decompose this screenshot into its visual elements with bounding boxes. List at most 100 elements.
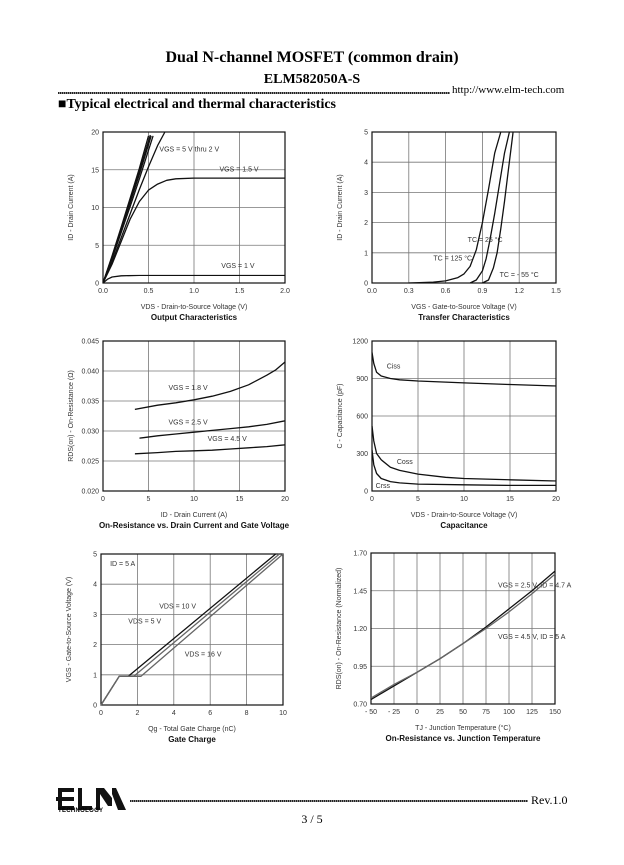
x-tick-label: 1.5 bbox=[235, 288, 245, 295]
plot-frame bbox=[371, 131, 557, 284]
chart-title: Transfer Characteristics bbox=[418, 313, 510, 322]
annotation-label: TC = 125 °C bbox=[433, 254, 472, 262]
y-tick-label: 20 bbox=[91, 130, 99, 137]
x-tick-label: 0 bbox=[99, 710, 103, 717]
annotation-label: VGS = 1.8 V bbox=[169, 385, 208, 392]
page-number: 3 / 5 bbox=[301, 812, 323, 826]
chart-title: Capacitance bbox=[440, 521, 488, 530]
annotation-label: TC = - 55 °C bbox=[500, 271, 539, 279]
y-tick-label: 0.95 bbox=[353, 664, 367, 671]
x-tick-label: 20 bbox=[552, 496, 560, 503]
x-tick-label: 125 bbox=[526, 709, 538, 716]
x-tick-label: 2 bbox=[135, 710, 139, 717]
plot-frame bbox=[371, 340, 557, 492]
series-line-vgs-1-5-v bbox=[103, 178, 285, 283]
y-tick-label: 0.025 bbox=[81, 459, 99, 466]
x-tick-label: 0 bbox=[415, 709, 419, 716]
y-tick-label: 3 bbox=[93, 612, 97, 619]
y-tick-label: 0.040 bbox=[81, 369, 99, 376]
x-tick-label: 4 bbox=[172, 710, 176, 717]
x-tick-label: 2.0 bbox=[280, 288, 290, 295]
chart-gate-charge: 0 2 4 6 8 10 0 1 2 3 4 5 ID = 5 A VDS = 10 V VDS = 5 V… bbox=[66, 552, 287, 745]
y-axis-label: VGS - Gate-to-Source Voltage (V) bbox=[66, 577, 73, 682]
x-tick-label: 0 bbox=[101, 496, 105, 503]
x-axis-label: VDS - Drain-to-Source Voltage (V) bbox=[141, 304, 248, 311]
x-axis-label: ID - Drain Current (A) bbox=[161, 512, 228, 519]
x-tick-label: 0 bbox=[370, 496, 374, 503]
logo-subtext: TECHNOLOGY bbox=[58, 808, 104, 814]
x-tick-label: 75 bbox=[482, 709, 490, 716]
y-tick-label: 1.70 bbox=[353, 551, 367, 558]
y-tick-label: 0.70 bbox=[353, 702, 367, 709]
x-tick-label: 15 bbox=[506, 496, 514, 503]
annotation-label: VGS = 1.5 V bbox=[219, 166, 258, 173]
x-tick-label: 100 bbox=[503, 709, 515, 716]
plot-frame bbox=[102, 131, 286, 284]
series-line-vgs-4-5-v-id-5-a bbox=[371, 574, 555, 698]
series-line-vgs-2-5-v bbox=[103, 136, 153, 283]
series-line-crss bbox=[372, 450, 556, 486]
x-tick-label: 0.5 bbox=[144, 288, 154, 295]
y-tick-label: 0 bbox=[364, 281, 368, 288]
annotation-label: VGS = 1 V bbox=[221, 263, 255, 270]
chart-title: On-Resistance vs. Drain Current and Gate… bbox=[99, 521, 290, 530]
x-tick-label: 6 bbox=[208, 710, 212, 717]
x-tick-label: - 25 bbox=[388, 709, 400, 716]
y-tick-label: 3 bbox=[364, 190, 368, 197]
series-line-vds-5-v bbox=[101, 554, 276, 705]
annotation-label: VDS = 5 V bbox=[128, 618, 161, 625]
chart-output-characteristics: 0.0 0.5 1.0 1.5 2.0 0 5 10 15 20 VGS = 5 V thru 2 … bbox=[68, 130, 290, 323]
chart-on-resistance-vs-drain-current: 0 5 10 15 20 0.020 0.025 0.030 0.035 0.040 0.045 VG… bbox=[68, 339, 290, 531]
x-tick-label: 150 bbox=[549, 709, 561, 716]
y-tick-label: 1 bbox=[93, 672, 97, 679]
y-tick-label: 4 bbox=[93, 582, 97, 589]
y-tick-label: 5 bbox=[93, 552, 97, 559]
annotation-label: VGS = 2.5 V bbox=[169, 419, 208, 426]
plot-frame bbox=[102, 340, 286, 492]
part-number: ELM582050A-S bbox=[263, 72, 361, 87]
x-tick-label: 10 bbox=[279, 710, 287, 717]
x-tick-label: 10 bbox=[190, 496, 198, 503]
x-tick-label: 0.0 bbox=[367, 288, 377, 295]
chart-transfer-characteristics: 0.0 0.3 0.6 0.9 1.2 1.5 0 1 2 3 4 5 TC = 25 °C TC = 1… bbox=[337, 130, 561, 323]
annotation-label: VGS = 2.5 V, ID = 4.7 A bbox=[498, 583, 572, 590]
y-tick-label: 1 bbox=[364, 250, 368, 257]
y-tick-label: 0 bbox=[364, 489, 368, 496]
y-axis-label: RDS(on) - On-Resistance (Ω) bbox=[68, 370, 75, 462]
annotation-label: Ciss bbox=[387, 364, 401, 371]
x-tick-label: 5 bbox=[416, 496, 420, 503]
y-axis-label: ID - Drain Current (A) bbox=[68, 174, 75, 241]
y-axis-label: C - Capacitance (pF) bbox=[337, 384, 344, 449]
x-tick-label: 1.5 bbox=[551, 288, 561, 295]
revision-label: Rev.1.0 bbox=[531, 793, 568, 807]
y-tick-label: 0 bbox=[93, 703, 97, 710]
x-tick-label: 0.0 bbox=[98, 288, 108, 295]
annotation-label: VDS = 10 V bbox=[159, 603, 196, 610]
x-tick-label: 15 bbox=[236, 496, 244, 503]
plot-frame bbox=[100, 553, 284, 706]
series-line-vgs-2-v bbox=[103, 132, 165, 283]
plot-frame bbox=[370, 552, 556, 705]
series-line-vgs-1-v bbox=[103, 275, 285, 283]
y-tick-label: 10 bbox=[91, 205, 99, 212]
x-axis-label: VDS - Drain-to-Source Voltage (V) bbox=[411, 512, 518, 519]
section-heading: ■Typical electrical and thermal characte… bbox=[58, 97, 337, 112]
x-tick-label: 0.3 bbox=[404, 288, 414, 295]
y-tick-label: 1.45 bbox=[353, 588, 367, 595]
y-axis-label: RDS(on) - On-Resistance (Normalized) bbox=[336, 568, 343, 690]
chart-title: Gate Charge bbox=[168, 735, 216, 744]
series-line-vgs-4-5-v bbox=[135, 445, 285, 454]
chart-title: On-Resistance vs. Junction Temperature bbox=[385, 734, 541, 743]
y-tick-label: 0.030 bbox=[81, 429, 99, 436]
x-tick-label: 1.2 bbox=[514, 288, 524, 295]
series-line-ciss bbox=[372, 352, 556, 386]
y-tick-label: 0.035 bbox=[81, 399, 99, 406]
chart-on-resistance-vs-temperature: - 50 - 25 0 25 50 75 100 125 150 0.70 0.95 1.20 1.45… bbox=[336, 551, 572, 744]
x-tick-label: 25 bbox=[436, 709, 444, 716]
x-tick-label: 50 bbox=[459, 709, 467, 716]
x-tick-label: 0.6 bbox=[441, 288, 451, 295]
series-line-vgs-1-8-v bbox=[135, 362, 285, 409]
y-tick-label: 300 bbox=[356, 451, 368, 458]
x-tick-label: 10 bbox=[460, 496, 468, 503]
website-link[interactable]: http://www.elm-tech.com bbox=[452, 84, 565, 96]
